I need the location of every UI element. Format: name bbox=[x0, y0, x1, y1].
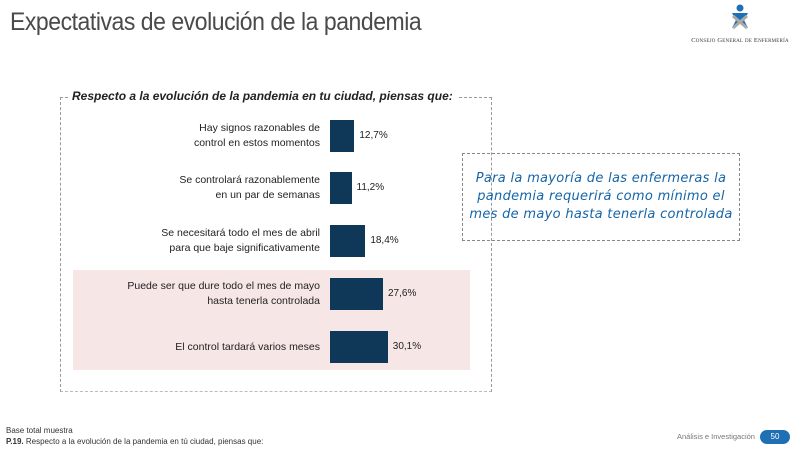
bar bbox=[330, 278, 383, 310]
category-label: Se necesitará todo el mes de abril para q… bbox=[70, 226, 320, 256]
logo: Consejo General de Enfermería bbox=[690, 4, 790, 44]
bar bbox=[330, 331, 388, 363]
category-label: Se controlará razonablemente en un par de… bbox=[70, 173, 320, 203]
highlight-band bbox=[73, 270, 470, 370]
chart-title: Respecto a la evolución de la pandemia e… bbox=[68, 89, 457, 103]
logo-text: Consejo General de Enfermería bbox=[691, 37, 789, 44]
value-label: 18,4% bbox=[370, 235, 399, 246]
bar bbox=[330, 172, 352, 204]
category-label-line: para que baje significativamente bbox=[169, 242, 320, 254]
category-label-line: Hay signos razonables de bbox=[199, 122, 320, 134]
page-title: Expectativas de evolución de la pandemia bbox=[10, 8, 422, 36]
callout-text: Para la mayoría de las enfermeras la pan… bbox=[469, 171, 733, 222]
page-number: 50 bbox=[760, 430, 790, 444]
footer-question: P.19. Respecto a la evolución de la pand… bbox=[6, 437, 263, 446]
bar bbox=[330, 225, 366, 257]
nurse-logo-icon bbox=[732, 4, 748, 30]
category-label-line: hasta tenerla controlada bbox=[207, 295, 320, 307]
category-label: Puede ser que dure todo el mes de mayo ha… bbox=[70, 279, 320, 309]
category-label: El control tardará varios meses bbox=[70, 340, 320, 355]
question-text: Respecto a la evolución de la pandemia e… bbox=[23, 437, 264, 446]
category-label-line: El control tardará varios meses bbox=[175, 340, 320, 353]
category-label-line: control en estos momentos bbox=[193, 137, 320, 149]
category-label-line: Se controlará razonablemente bbox=[179, 174, 320, 186]
category-label-line: en un par de semanas bbox=[215, 189, 321, 201]
category-label-line: Se necesitará todo el mes de abril bbox=[161, 227, 320, 239]
category-label-line: Puede ser que dure todo el mes de mayo bbox=[127, 280, 320, 292]
footer-base: Base total muestra bbox=[6, 426, 73, 435]
value-label: 11,2% bbox=[356, 182, 385, 193]
value-label: 30,1% bbox=[392, 341, 422, 352]
value-label: 27,6% bbox=[387, 288, 417, 299]
value-label: 12,7% bbox=[359, 130, 388, 141]
callout-box: Para la mayoría de las enfermeras la pan… bbox=[462, 153, 740, 241]
question-number: P.19. bbox=[6, 437, 24, 446]
footer-brand: Análisis e Investigación bbox=[677, 432, 755, 441]
category-label: Hay signos razonables de control en estos… bbox=[70, 121, 320, 151]
bar bbox=[330, 120, 355, 152]
